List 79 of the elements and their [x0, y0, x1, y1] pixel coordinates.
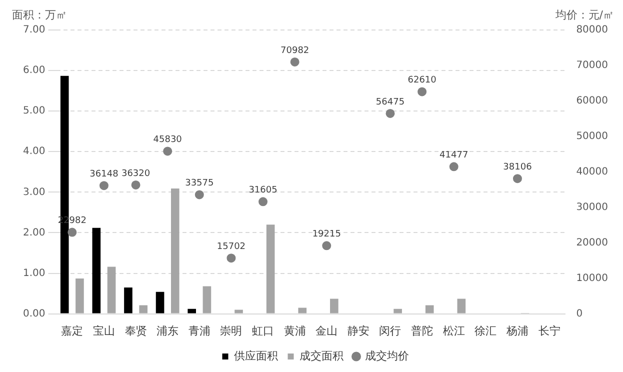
legend-label: 成交均价 [364, 349, 409, 362]
x-tick-label: 杨浦 [505, 324, 528, 338]
bar [457, 298, 466, 314]
y-tick-label: 5.00 [23, 106, 46, 117]
y-axis-title: 面积：万㎡ [12, 8, 67, 22]
x-tick-label: 普陀 [411, 324, 434, 338]
point [258, 197, 268, 206]
bar [330, 298, 338, 314]
y2-tick-label: 80000 [576, 24, 608, 36]
bar [298, 308, 307, 314]
bar [92, 228, 101, 314]
y2-tick-label: 30000 [576, 202, 608, 213]
y2-tick-label: 0 [576, 308, 583, 320]
y2-tick-label: 70000 [576, 60, 608, 72]
data-label: 33575 [185, 178, 214, 189]
data-label: 38106 [503, 162, 532, 172]
bar [156, 292, 164, 314]
point [449, 162, 458, 172]
x-tick-label: 青浦 [188, 324, 210, 338]
data-label: 19215 [312, 229, 341, 240]
x-tick-label: 松江 [442, 324, 465, 338]
y2-tick-label: 40000 [576, 166, 608, 178]
x-tick-label: 徐汇 [474, 324, 497, 338]
y2-axis-title: 均价：元/㎡ [554, 8, 614, 22]
bar [425, 305, 434, 314]
bar [234, 310, 243, 314]
y2-tick-label: 10000 [576, 272, 608, 284]
bar [202, 286, 212, 314]
bar [188, 308, 196, 314]
bar [266, 224, 275, 314]
bar [124, 287, 132, 314]
y2-tick-label: 20000 [576, 237, 608, 248]
x-tick-label: 嘉定 [61, 324, 84, 338]
y-tick-label: 1.00 [23, 268, 46, 279]
x-tick-label: 长宁 [538, 324, 560, 338]
point [226, 254, 236, 263]
data-label: 41477 [440, 150, 468, 161]
y-tick-label: 6.00 [23, 65, 46, 76]
x-tick-label: 闵行 [379, 324, 402, 338]
x-tick-label: 虹口 [252, 324, 274, 338]
data-label: 36320 [121, 168, 150, 179]
data-label: 36148 [90, 169, 119, 180]
point [194, 190, 204, 200]
point [386, 108, 395, 118]
x-tick-label: 奉贤 [124, 324, 147, 338]
point [68, 228, 77, 237]
data-label: 31605 [248, 186, 278, 196]
y-tick-label: 2.00 [23, 227, 46, 238]
x-tick-label: 金山 [316, 324, 338, 338]
y-tick-label: 7.00 [23, 24, 46, 36]
point [290, 57, 300, 66]
data-label: 15702 [216, 242, 246, 252]
y2-tick-label: 50000 [576, 131, 608, 142]
point [163, 146, 172, 156]
x-tick-label: 浦东 [156, 324, 179, 338]
y2-tick-label: 60000 [576, 96, 608, 107]
bar [170, 188, 180, 314]
bar [76, 278, 84, 314]
y-tick-label: 4.00 [23, 146, 46, 158]
x-tick-label: 黄浦 [284, 324, 306, 338]
y-tick-label: 0.00 [23, 308, 46, 320]
legend-label: 供应面积 [234, 349, 278, 362]
bar [107, 266, 116, 314]
bar [394, 308, 402, 314]
y-tick-label: 3.00 [23, 186, 46, 198]
point [418, 87, 427, 96]
data-label: 56475 [376, 97, 405, 108]
point [512, 174, 522, 184]
point [131, 180, 140, 190]
x-tick-label: 宝山 [92, 324, 115, 338]
data-label: 70982 [280, 46, 310, 56]
bar [139, 305, 148, 314]
x-tick-label: 崇明 [220, 324, 242, 338]
data-label: 45830 [153, 135, 182, 146]
data-label: 62610 [408, 76, 437, 86]
x-tick-label: 静安 [347, 324, 370, 338]
point [322, 241, 332, 250]
legend-label: 成交面积 [299, 349, 344, 362]
point [99, 181, 108, 190]
